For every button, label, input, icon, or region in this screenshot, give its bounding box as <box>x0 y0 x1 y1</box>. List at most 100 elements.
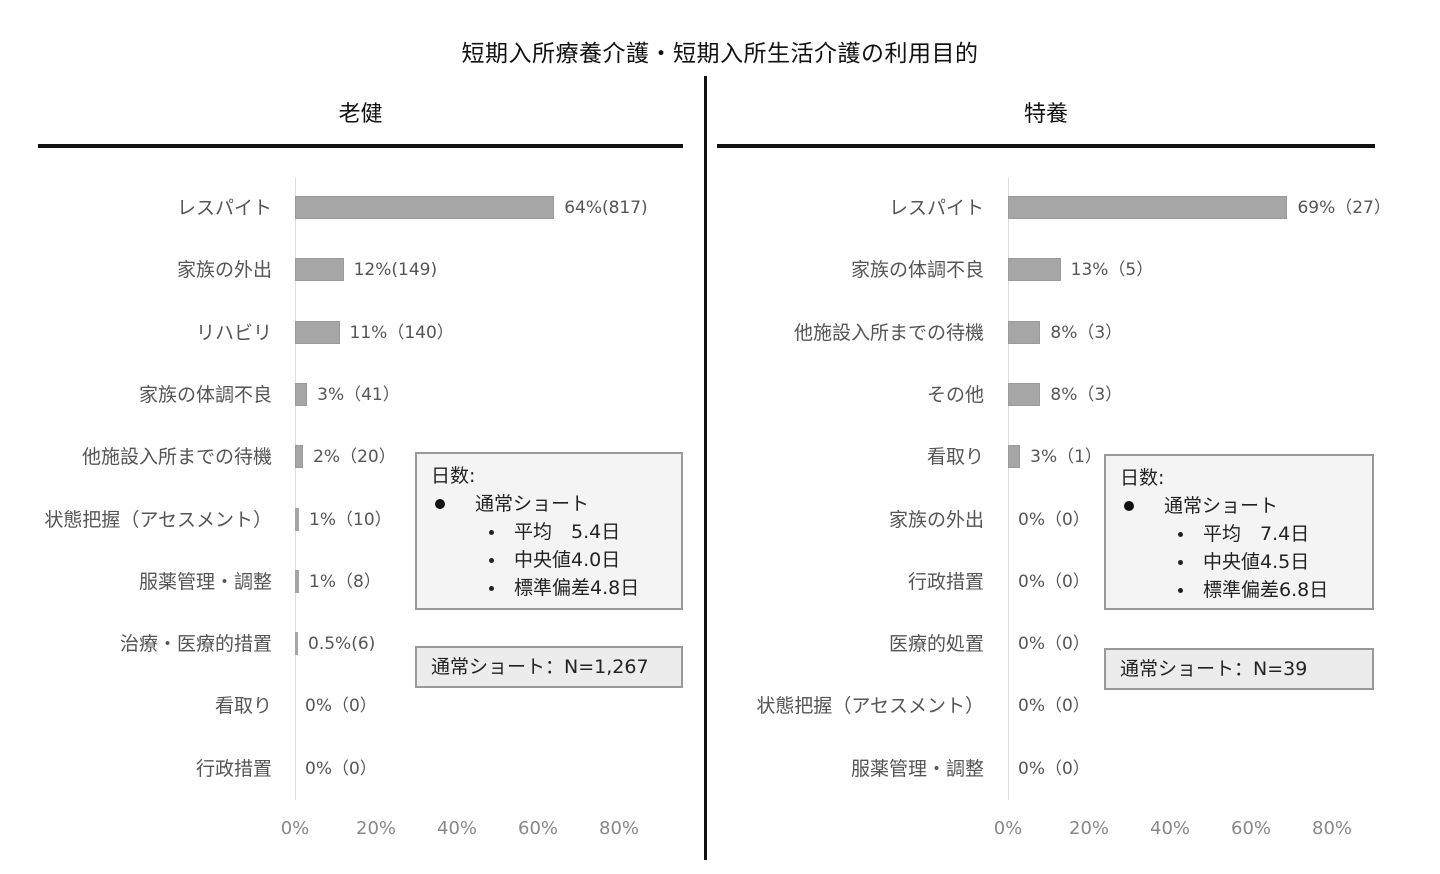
value-label: 0.5%(6) <box>308 634 376 655</box>
category-label: 行政措置 <box>195 757 272 780</box>
category-label: その他 <box>926 383 984 406</box>
bullet-icon <box>489 557 494 563</box>
days-median: 中央値4.0日 <box>489 546 667 574</box>
panel-divider <box>704 76 707 860</box>
days-median-text: 中央値4.0日 <box>514 549 621 571</box>
x-tick-label: 80% <box>1311 818 1353 839</box>
value-label: 0%（0） <box>1018 509 1090 530</box>
days-group-label: 通常ショート <box>475 493 590 515</box>
bar <box>295 569 300 593</box>
category-label: 他施設入所までの待機 <box>81 446 272 469</box>
x-tick-label: 40% <box>436 818 478 839</box>
bar-row: レスパイト 69%（27） <box>0 195 1440 221</box>
bar-row: 家族の体調不良 3%（41） <box>0 382 1440 408</box>
category-label: 家族の外出 <box>888 508 984 531</box>
x-tick-label: 0% <box>993 818 1023 839</box>
panel-title: 老健 <box>338 102 383 127</box>
x-tick-label: 20% <box>355 818 397 839</box>
bullet-icon <box>1178 587 1183 593</box>
bar-row: 服薬管理・調整 0%（0） <box>0 756 1440 782</box>
days-group: 通常ショート <box>1120 492 1358 520</box>
value-label: 8%（3） <box>1050 384 1123 405</box>
days-mean-text: 平均 5.4日 <box>514 521 621 543</box>
bullet-icon <box>1178 559 1183 565</box>
bar-row: 他施設入所までの待機 8%（3） <box>0 320 1440 346</box>
value-label: 1%（10） <box>309 509 392 530</box>
bar-row: 行政措置 0%（0） <box>0 756 1440 782</box>
category-label: 服薬管理・調整 <box>850 757 984 780</box>
category-label: 状態把握（アセスメント） <box>756 695 984 718</box>
days-mean-text: 平均 7.4日 <box>1203 523 1310 545</box>
category-label: リハビリ <box>195 321 272 344</box>
value-label: 0%（0） <box>1018 696 1090 717</box>
x-tick-label: 0% <box>280 818 310 839</box>
days-sd: 標準偏差6.8日 <box>1178 576 1358 604</box>
value-label: 64%(817) <box>564 198 648 218</box>
bar <box>1008 445 1021 469</box>
bar <box>295 382 308 406</box>
value-label: 0%（0） <box>305 758 377 779</box>
days-median: 中央値4.5日 <box>1178 548 1358 576</box>
category-label: 家族の体調不良 <box>138 383 272 406</box>
bullet-icon <box>1178 531 1183 537</box>
days-median-text: 中央値4.5日 <box>1203 551 1310 573</box>
category-label: 看取り <box>214 695 272 718</box>
bar <box>295 196 555 219</box>
bar-row: その他 8%（3） <box>0 382 1440 408</box>
sample-size-box: 通常ショート：N=1,267 <box>415 646 683 688</box>
days-sd-text: 標準偏差4.8日 <box>514 577 640 599</box>
days-heading: 日数: <box>1120 467 1165 489</box>
bullet-icon <box>435 499 445 509</box>
bar <box>295 632 298 656</box>
days-group-label: 通常ショート <box>1164 495 1279 517</box>
bar-row: 家族の外出 0%（0） <box>0 507 1440 533</box>
value-label: 0%（0） <box>1018 634 1090 655</box>
value-label: 0%（0） <box>305 696 377 717</box>
bar-row: レスパイト 64%(817) <box>0 195 1440 221</box>
bar-row: 看取り 3%（1） <box>0 444 1440 470</box>
x-tick-label: 20% <box>1068 818 1110 839</box>
bar-row: リハビリ 11%（140） <box>0 320 1440 346</box>
bar <box>1008 196 1288 219</box>
category-label: 家族の外出 <box>176 259 272 282</box>
bar-row: 家族の体調不良 13%（5） <box>0 257 1440 283</box>
value-label: 0%（0） <box>1018 571 1090 592</box>
y-axis-line <box>295 178 296 800</box>
value-label: 2%（20） <box>313 447 396 468</box>
bullet-icon <box>1124 501 1134 511</box>
bar <box>1008 382 1041 406</box>
days-sd: 標準偏差4.8日 <box>489 574 667 602</box>
bullet-icon <box>489 529 494 535</box>
category-label: レスパイト <box>888 197 984 219</box>
value-label: 69%（27） <box>1297 198 1391 218</box>
days-group: 通常ショート <box>431 490 667 518</box>
value-label: 0%（0） <box>1018 758 1090 779</box>
category-label: 状態把握（アセスメント） <box>44 508 272 531</box>
bar-row: 医療的処置 0%（0） <box>0 631 1440 657</box>
panel-title: 特養 <box>1023 102 1068 127</box>
value-label: 8%（3） <box>1050 322 1123 343</box>
category-label: 行政措置 <box>907 570 984 593</box>
bar <box>1008 258 1061 282</box>
bar-row: 服薬管理・調整 1%（8） <box>0 569 1440 595</box>
value-label: 12%(149) <box>353 260 438 281</box>
x-tick-label: 60% <box>517 818 559 839</box>
category-label: 看取り <box>926 446 984 469</box>
bar <box>1008 320 1041 344</box>
category-label: 医療的処置 <box>888 633 984 656</box>
category-label: 服薬管理・調整 <box>138 570 272 593</box>
y-axis-line <box>1008 178 1009 800</box>
days-mean: 平均 7.4日 <box>1178 520 1358 548</box>
bar <box>295 320 340 344</box>
page-title: 短期入所療養介護・短期入所生活介護の利用目的 <box>461 41 979 67</box>
panel-rule <box>717 144 1375 148</box>
category-label: 家族の体調不良 <box>850 259 984 282</box>
value-label: 3%（1） <box>1030 447 1102 468</box>
days-heading: 日数: <box>431 465 476 487</box>
bar-row: 看取り 0%（0） <box>0 693 1440 719</box>
value-label: 3%（41） <box>317 384 400 405</box>
days-stat-box: 日数: 通常ショート 平均 7.4日 中央値4.5日 標準偏差6.8日 <box>1104 454 1374 610</box>
days-sd-text: 標準偏差6.8日 <box>1203 579 1329 601</box>
value-label: 1%（8） <box>309 571 381 592</box>
category-label: 治療・医療的措置 <box>119 633 272 656</box>
